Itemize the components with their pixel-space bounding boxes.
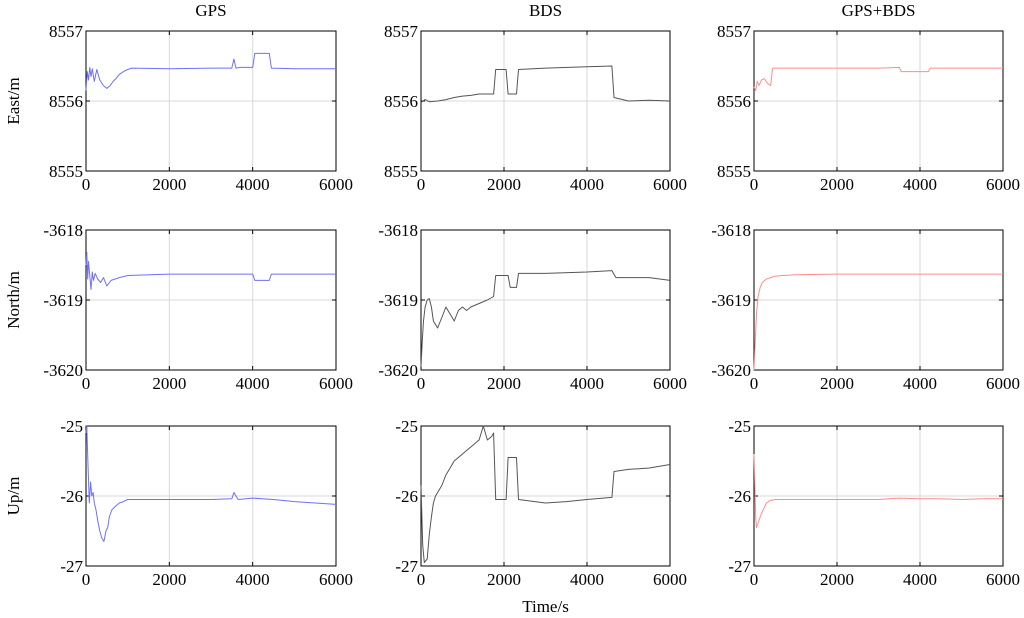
y-tick-label-r2-c2-1: -26 bbox=[728, 487, 751, 506]
x-tick-label-r1-c1-1: 2000 bbox=[487, 374, 521, 393]
y-tick-label-r2-c2-0: -27 bbox=[728, 557, 751, 576]
x-tick-label-r0-c2-2: 4000 bbox=[903, 175, 937, 194]
x-tick-label-r1-c0-2: 4000 bbox=[236, 374, 270, 393]
series-line-r1-gps-plus-bds bbox=[753, 273, 1003, 371]
y-tick-label-r1-c1-0: -3620 bbox=[378, 361, 418, 380]
y-tick-label-r2-c1-1: -26 bbox=[395, 487, 418, 506]
x-tick-label-r1-c2-1: 2000 bbox=[820, 374, 854, 393]
x-axis-label: Time/s bbox=[522, 597, 569, 616]
y-tick-label-r0-c2-2: 8557 bbox=[717, 22, 752, 41]
x-tick-label-r0-c0-3: 6000 bbox=[319, 175, 353, 194]
series-line-r2-gps bbox=[85, 425, 337, 542]
x-tick-label-r1-c2-3: 6000 bbox=[986, 374, 1020, 393]
y-tick-label-r1-c0-1: -3619 bbox=[43, 291, 83, 310]
y-tick-label-r2-c0-0: -27 bbox=[60, 557, 83, 576]
y-tick-label-r0-c0-1: 8556 bbox=[49, 92, 83, 111]
series-line-r1-bds bbox=[420, 270, 671, 367]
series-line-r2-bds bbox=[420, 425, 671, 563]
x-tick-label-r1-c1-2: 4000 bbox=[570, 374, 604, 393]
x-tick-label-r2-c0-0: 0 bbox=[82, 570, 91, 589]
y-tick-label-r0-c1-0: 8555 bbox=[384, 162, 418, 181]
y-tick-label-r2-c0-2: -25 bbox=[60, 417, 83, 436]
series-line-r2-gps-plus-bds bbox=[753, 453, 1003, 528]
x-tick-label-r2-c0-1: 2000 bbox=[152, 570, 186, 589]
y-tick-label-r2-c2-2: -25 bbox=[728, 417, 751, 436]
x-tick-label-r2-c0-3: 6000 bbox=[319, 570, 353, 589]
y-tick-label-r0-c1-2: 8557 bbox=[384, 22, 419, 41]
x-tick-label-r2-c1-0: 0 bbox=[417, 570, 426, 589]
x-tick-label-r0-c0-0: 0 bbox=[82, 175, 91, 194]
x-tick-label-r0-c2-0: 0 bbox=[750, 175, 759, 194]
x-tick-label-r1-c0-3: 6000 bbox=[319, 374, 353, 393]
y-tick-label-r1-c1-1: -3619 bbox=[378, 291, 418, 310]
x-tick-label-r1-c2-0: 0 bbox=[750, 374, 759, 393]
y-tick-label-r1-c0-2: -3618 bbox=[43, 221, 83, 240]
x-tick-label-r0-c1-2: 4000 bbox=[570, 175, 604, 194]
series-line-r1-gps bbox=[85, 251, 336, 290]
x-tick-label-r0-c0-1: 2000 bbox=[152, 175, 186, 194]
y-tick-label-r2-c1-0: -27 bbox=[395, 557, 418, 576]
column-title-bds: BDS bbox=[529, 1, 562, 20]
y-tick-label-r2-c0-1: -26 bbox=[60, 487, 83, 506]
y-tick-label-r1-c1-2: -3618 bbox=[378, 221, 418, 240]
x-tick-label-r1-c2-2: 4000 bbox=[903, 374, 937, 393]
series-line-r0-bds bbox=[420, 65, 671, 103]
y-tick-label-r0-c2-1: 8556 bbox=[717, 92, 751, 111]
y-tick-label-r0-c0-0: 8555 bbox=[49, 162, 83, 181]
x-tick-label-r0-c2-3: 6000 bbox=[986, 175, 1020, 194]
x-tick-label-r0-c1-1: 2000 bbox=[487, 175, 521, 194]
series-line-r0-gps-plus-bds bbox=[753, 66, 1003, 91]
y-axis-label-2: Up/m bbox=[4, 477, 23, 516]
series-line-r0-gps bbox=[85, 52, 336, 91]
x-tick-label-r1-c1-3: 6000 bbox=[653, 374, 687, 393]
x-tick-label-r0-c1-0: 0 bbox=[417, 175, 426, 194]
x-tick-label-r2-c2-1: 2000 bbox=[820, 570, 854, 589]
y-tick-label-r1-c2-0: -3620 bbox=[711, 361, 751, 380]
x-tick-label-r1-c1-0: 0 bbox=[417, 374, 426, 393]
x-tick-label-r1-c0-1: 2000 bbox=[152, 374, 186, 393]
x-tick-label-r0-c0-2: 4000 bbox=[236, 175, 270, 194]
x-tick-label-r2-c1-3: 6000 bbox=[653, 570, 687, 589]
x-tick-label-r2-c1-1: 2000 bbox=[487, 570, 521, 589]
x-tick-label-r2-c0-2: 4000 bbox=[236, 570, 270, 589]
column-title-gps-plus-bds: GPS+BDS bbox=[842, 1, 916, 20]
y-tick-label-r1-c2-1: -3619 bbox=[711, 291, 751, 310]
y-axis-label-0: East/m bbox=[4, 77, 23, 124]
y-tick-label-r0-c2-0: 8555 bbox=[717, 162, 751, 181]
x-tick-label-r2-c2-2: 4000 bbox=[903, 570, 937, 589]
x-tick-label-r2-c1-2: 4000 bbox=[570, 570, 604, 589]
y-tick-label-r0-c0-2: 8557 bbox=[49, 22, 84, 41]
y-tick-label-r1-c0-0: -3620 bbox=[43, 361, 83, 380]
y-tick-label-r0-c1-1: 8556 bbox=[384, 92, 418, 111]
y-tick-label-r1-c2-2: -3618 bbox=[711, 221, 751, 240]
y-tick-label-r2-c1-2: -25 bbox=[395, 417, 418, 436]
column-title-gps: GPS bbox=[195, 1, 226, 20]
x-tick-label-r1-c0-0: 0 bbox=[82, 374, 91, 393]
y-axis-label-1: North/m bbox=[4, 271, 23, 329]
x-tick-label-r0-c2-1: 2000 bbox=[820, 175, 854, 194]
x-tick-label-r2-c2-0: 0 bbox=[750, 570, 759, 589]
x-tick-label-r0-c1-3: 6000 bbox=[653, 175, 687, 194]
x-tick-label-r2-c2-3: 6000 bbox=[986, 570, 1020, 589]
